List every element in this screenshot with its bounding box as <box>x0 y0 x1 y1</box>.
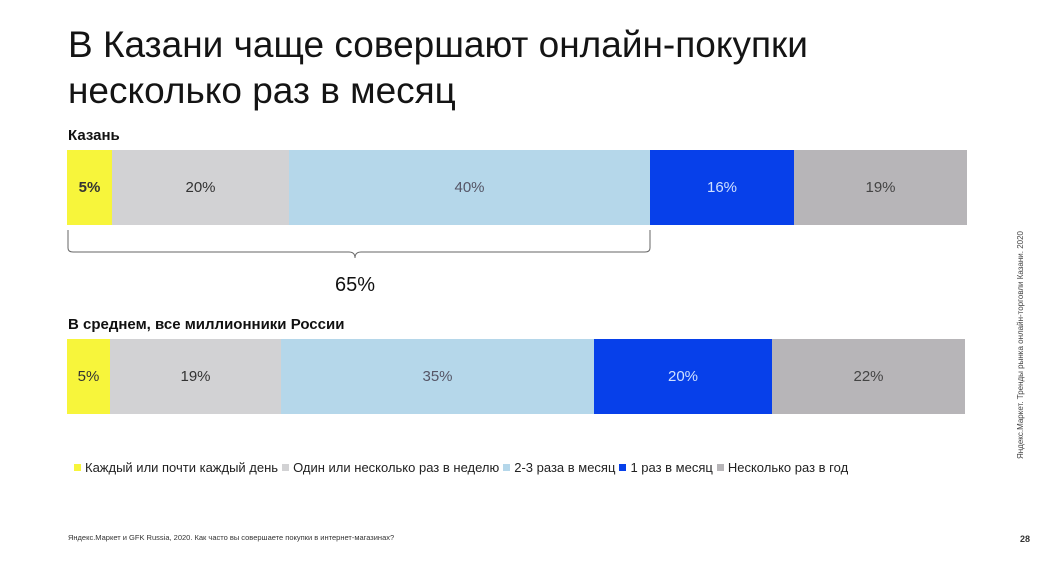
kazan-segment-daily: 5% <box>67 150 112 225</box>
legend-item-monthly: 1 раз в месяц <box>619 460 713 475</box>
legend-swatch-icon <box>716 464 724 471</box>
sum-brace-label: 65% <box>334 274 376 296</box>
chart-legend: Каждый или почти каждый день Один или не… <box>74 460 852 475</box>
legend-swatch-icon <box>74 464 81 471</box>
legend-item-daily: Каждый или почти каждый день <box>74 460 278 475</box>
russia-segment-weekly: 19% <box>110 339 281 414</box>
legend-label: Каждый или почти каждый день <box>85 460 279 475</box>
russia-stacked-bar: 5% 19% 35% 20% 22% <box>67 339 965 414</box>
sum-brace <box>67 230 651 259</box>
source-note: Яндекс.Маркет и GFK Russia, 2020. Как ча… <box>68 533 395 542</box>
kazan-segment-yearly: 19% <box>794 150 967 225</box>
side-note: Яндекс.Маркет. Тренды рынка онлайн-торго… <box>1016 230 1025 460</box>
legend-item-weekly: Один или несколько раз в неделю <box>282 460 499 475</box>
legend-label: Несколько раз в год <box>727 460 849 475</box>
legend-swatch-icon <box>503 464 511 471</box>
kazan-bar-label: Казань <box>68 127 120 144</box>
slide-title-line-1: В Казани чаще совершают онлайн-покупки <box>68 24 808 65</box>
legend-label: 1 раз в месяц <box>630 460 713 475</box>
russia-segment-yearly: 22% <box>772 339 965 414</box>
kazan-segment-2-3-monthly: 40% <box>289 150 650 225</box>
kazan-segment-monthly: 16% <box>650 150 794 225</box>
russia-segment-2-3-monthly: 35% <box>281 339 594 414</box>
page-number: 28 <box>1020 534 1031 544</box>
legend-swatch-icon <box>282 464 290 471</box>
slide-title: В Казани чаще совершают онлайн-покупки н… <box>68 22 968 114</box>
legend-item-2-3-monthly: 2-3 раза в месяц <box>503 460 615 475</box>
legend-item-yearly: Несколько раз в год <box>716 460 849 475</box>
kazan-segment-weekly: 20% <box>112 150 289 225</box>
russia-segment-monthly: 20% <box>594 339 772 414</box>
legend-label: 2-3 раза в месяц <box>514 460 616 475</box>
kazan-stacked-bar: 5% 20% 40% 16% 19% <box>67 150 967 225</box>
russia-segment-daily: 5% <box>67 339 110 414</box>
legend-label: Один или несколько раз в неделю <box>293 460 500 475</box>
legend-swatch-icon <box>619 464 627 471</box>
slide-title-line-2: несколько раз в месяц <box>68 70 456 111</box>
russia-bar-label: В среднем, все миллионники России <box>68 316 345 333</box>
